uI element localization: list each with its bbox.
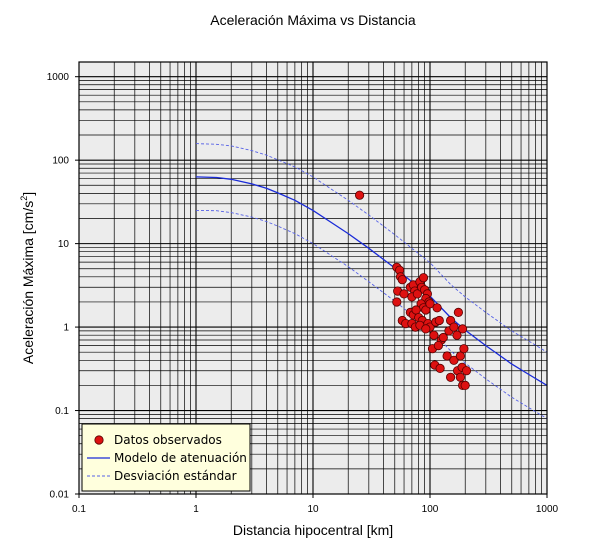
data-points: [354, 190, 472, 390]
data-point: [449, 355, 459, 365]
legend-label-deviation: Desviación estándar: [114, 469, 237, 483]
data-point: [429, 330, 439, 340]
x-tick-label: 1000: [536, 504, 559, 515]
data-point: [399, 289, 409, 299]
y-axis-label-sup: 2: [19, 196, 29, 201]
y-tick-label: 1: [63, 323, 69, 334]
y-tick-labels: 0.01 0.1 1 10 100 1000: [47, 72, 70, 500]
data-point: [460, 380, 470, 390]
data-point: [432, 303, 442, 313]
data-point: [461, 366, 472, 376]
data-point: [459, 344, 469, 354]
legend-label-points: Datos observados: [114, 433, 222, 447]
y-tick-label: 100: [52, 156, 69, 167]
x-tick-label: 0.1: [72, 504, 86, 515]
x-tick-label: 1: [193, 504, 199, 515]
data-point: [435, 363, 445, 373]
y-tick-label: 0.01: [50, 490, 70, 501]
y-axis-label-main: Aceleración Máxima [cm/s: [20, 201, 36, 364]
data-point: [438, 332, 448, 343]
model-line: [195, 176, 548, 386]
axis-ticks: [75, 76, 548, 498]
data-point: [445, 372, 456, 382]
x-tick-labels: 0.1 1 10 100 1000: [72, 504, 559, 515]
data-point: [452, 330, 462, 340]
data-point: [421, 305, 431, 315]
data-point: [449, 322, 459, 332]
legend: Datos observados Modelo de atenuación De…: [81, 423, 251, 492]
y-axis-label-end: ]: [20, 192, 36, 196]
data-point: [354, 190, 365, 200]
y-axis-label: Aceleración Máxima [cm/s2]: [19, 192, 36, 364]
curves: [195, 143, 548, 419]
data-point: [455, 351, 465, 361]
data-point: [418, 273, 429, 283]
data-point: [412, 289, 422, 299]
x-axis-label: Distancia hipocentral [km]: [233, 522, 393, 538]
legend-marker-points: [94, 435, 104, 445]
data-point: [455, 372, 465, 382]
data-point: [457, 324, 468, 334]
legend-label-model: Modelo de atenuación: [114, 451, 247, 465]
data-point: [433, 340, 443, 351]
chart-title: Aceleración Máxima vs Distancia: [210, 12, 416, 28]
data-point: [434, 315, 444, 326]
data-point: [442, 351, 452, 361]
x-tick-label: 10: [307, 504, 319, 515]
data-point: [397, 275, 407, 285]
x-tick-label: 100: [422, 504, 439, 515]
data-point: [411, 305, 421, 315]
data-point: [425, 299, 435, 309]
y-tick-label: 10: [58, 239, 70, 250]
data-point: [421, 324, 431, 334]
y-tick-label: 1000: [47, 72, 70, 83]
data-point: [392, 297, 402, 307]
plot-frame: [78, 61, 548, 495]
grid: [79, 62, 547, 494]
data-point: [453, 307, 463, 317]
y-tick-label: 0.1: [55, 406, 69, 417]
